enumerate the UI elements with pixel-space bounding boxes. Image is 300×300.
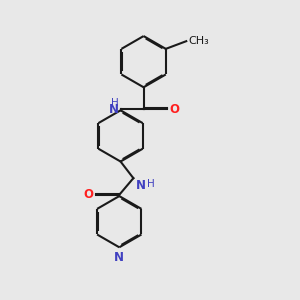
Text: N: N (114, 251, 124, 264)
Text: O: O (169, 103, 179, 116)
Text: H: H (147, 179, 155, 189)
Text: CH₃: CH₃ (188, 36, 209, 46)
Text: N: N (109, 103, 118, 116)
Text: O: O (84, 188, 94, 201)
Text: N: N (135, 179, 146, 192)
Text: H: H (111, 98, 119, 108)
